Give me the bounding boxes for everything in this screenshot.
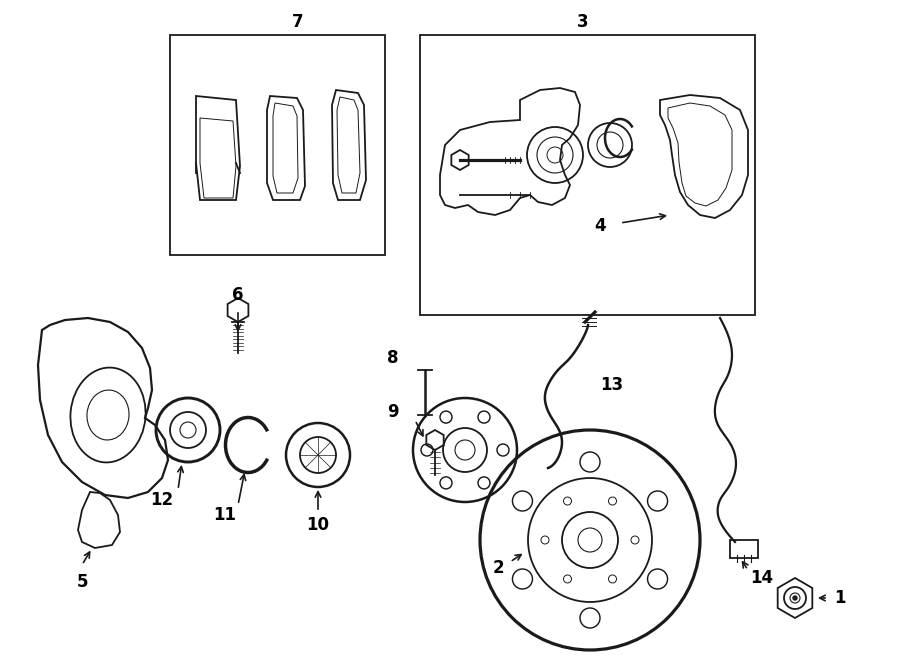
- Text: 11: 11: [213, 506, 237, 524]
- Text: 7: 7: [292, 13, 304, 31]
- Text: 2: 2: [492, 559, 504, 577]
- Bar: [170, 35, 385, 255]
- Text: 3: 3: [577, 13, 589, 31]
- Text: 6: 6: [232, 286, 244, 304]
- Text: 8: 8: [387, 349, 399, 367]
- Text: 10: 10: [307, 516, 329, 534]
- Text: 13: 13: [600, 376, 624, 394]
- Circle shape: [793, 596, 797, 600]
- Text: 12: 12: [150, 491, 174, 509]
- Text: 14: 14: [751, 569, 774, 587]
- Text: 1: 1: [834, 589, 846, 607]
- Text: 4: 4: [594, 217, 606, 235]
- Bar: [420, 35, 755, 315]
- Text: 5: 5: [76, 573, 88, 591]
- Bar: [730, 540, 758, 558]
- Text: 9: 9: [387, 403, 399, 421]
